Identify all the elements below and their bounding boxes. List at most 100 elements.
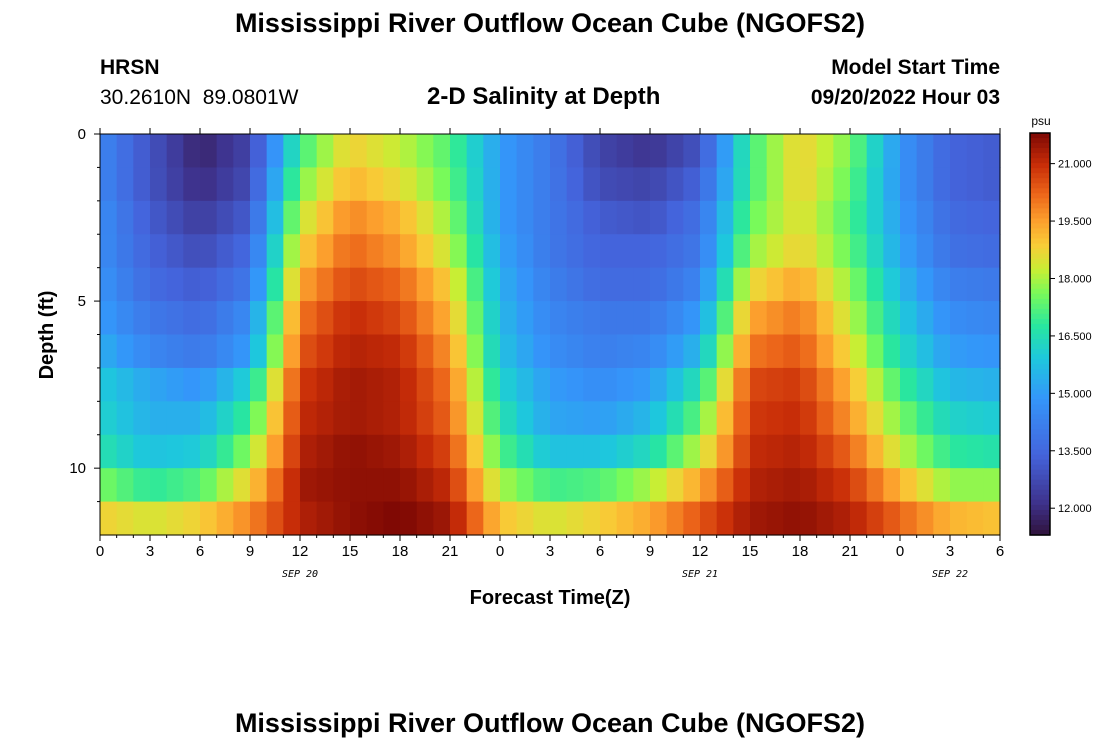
heatmap-cell [650, 200, 668, 235]
model-start-value: 09/20/2022 Hour 03 [810, 86, 1000, 109]
heatmap-cell [150, 267, 168, 302]
heatmap-cell [850, 501, 868, 536]
heatmap-cell [133, 468, 151, 503]
heatmap-cell [300, 200, 318, 235]
heatmap-cell [533, 267, 551, 302]
heatmap-cell [183, 367, 201, 402]
heatmap-cell [766, 401, 784, 436]
heatmap-cell [716, 468, 734, 503]
heatmap-cell [250, 501, 268, 536]
x-tick-label: 15 [342, 543, 359, 560]
colorbar-swatch [1030, 313, 1050, 320]
heatmap-cell [833, 367, 851, 402]
heatmap-cell [316, 434, 334, 469]
heatmap-cell [883, 134, 901, 169]
colorbar-swatch [1030, 374, 1050, 380]
heatmap-cell [250, 468, 268, 503]
heatmap-cell [116, 200, 134, 235]
colorbar: 21.000 19.500 18.000 16.500 15.000 13.500 12.0… [1029, 132, 1092, 536]
heatmap-cell [450, 234, 468, 269]
heatmap-cell [966, 401, 984, 436]
heatmap-cell [933, 367, 951, 402]
heatmap-cell [950, 367, 968, 402]
heatmap-cell [150, 234, 168, 269]
heatmap-cell [483, 234, 501, 269]
heatmap-cell [266, 334, 284, 369]
x-tick-label: 15 [742, 543, 759, 560]
heatmap-cell [683, 301, 701, 336]
heatmap-cell [183, 434, 201, 469]
heatmap-cell [266, 167, 284, 202]
heatmap-cell [733, 200, 751, 235]
heatmap-cell [233, 434, 251, 469]
heatmap-cell [450, 167, 468, 202]
heatmap-cell [200, 334, 218, 369]
heatmap-cell [133, 134, 151, 169]
heatmap-cell [616, 200, 634, 235]
heatmap-cell [816, 301, 834, 336]
heatmap-cell [133, 367, 151, 402]
colorbar-tick-label: 21.000 [1058, 159, 1092, 171]
heatmap-cell [500, 134, 518, 169]
heatmap-cell [366, 468, 384, 503]
heatmap-cell [450, 434, 468, 469]
heatmap-cell [866, 401, 884, 436]
heatmap-cell [683, 234, 701, 269]
colorbar-swatch [1030, 158, 1050, 164]
heatmap-cell [700, 367, 718, 402]
heatmap-cell [633, 200, 651, 235]
heatmap-cell [433, 468, 451, 503]
x-tick-label: 6 [996, 543, 1004, 560]
heatmap-cell [883, 167, 901, 202]
y-tick-label: 0 [78, 126, 86, 143]
heatmap-cell [800, 301, 818, 336]
heatmap-cell [566, 367, 584, 402]
heatmap-cell [733, 167, 751, 202]
colorbar-swatch [1030, 364, 1050, 370]
heatmap-cell [650, 401, 668, 436]
heatmap-cell [800, 401, 818, 436]
heatmap-cell [383, 267, 401, 302]
heatmap-cell [700, 501, 718, 536]
heatmap-cell [600, 501, 618, 536]
colorbar-swatch [1030, 369, 1050, 375]
heatmap-cell [950, 200, 968, 235]
heatmap-cell [600, 134, 618, 169]
colorbar-swatch [1030, 323, 1050, 330]
heatmap-cell [250, 134, 268, 169]
heatmap-cell [150, 200, 168, 235]
heatmap-cell [150, 134, 168, 169]
heatmap-cell [500, 334, 518, 369]
heatmap-cell [766, 267, 784, 302]
colorbar-swatch [1030, 173, 1050, 179]
heatmap-cell [500, 167, 518, 202]
heatmap-cell [500, 234, 518, 269]
heatmap-cell [600, 334, 618, 369]
heatmap-cell [700, 301, 718, 336]
heatmap-cell [266, 434, 284, 469]
heatmap-cell [233, 267, 251, 302]
heatmap-cell [333, 434, 351, 469]
heatmap-cell [783, 434, 801, 469]
heatmap-cell [200, 167, 218, 202]
heatmap-cell [116, 401, 134, 436]
heatmap-cell [600, 434, 618, 469]
colorbar-swatch [1030, 283, 1050, 290]
heatmap-cell [666, 234, 684, 269]
heatmap-cell [333, 468, 351, 503]
heatmap-cell [433, 334, 451, 369]
heatmap-cell [983, 434, 1001, 469]
colorbar-swatch [1030, 474, 1050, 481]
heatmap-cell [883, 301, 901, 336]
heatmap-cell [966, 267, 984, 302]
heatmap-cell [766, 134, 784, 169]
heatmap-cell [316, 200, 334, 235]
heatmap-cell [950, 301, 968, 336]
heatmap-cell [466, 468, 484, 503]
colorbar-swatch [1030, 524, 1050, 531]
heatmap-cell [150, 301, 168, 336]
heatmap-cell [116, 301, 134, 336]
colorbar-swatch [1030, 263, 1050, 270]
heatmap-cell [500, 301, 518, 336]
heatmap-cell [833, 434, 851, 469]
